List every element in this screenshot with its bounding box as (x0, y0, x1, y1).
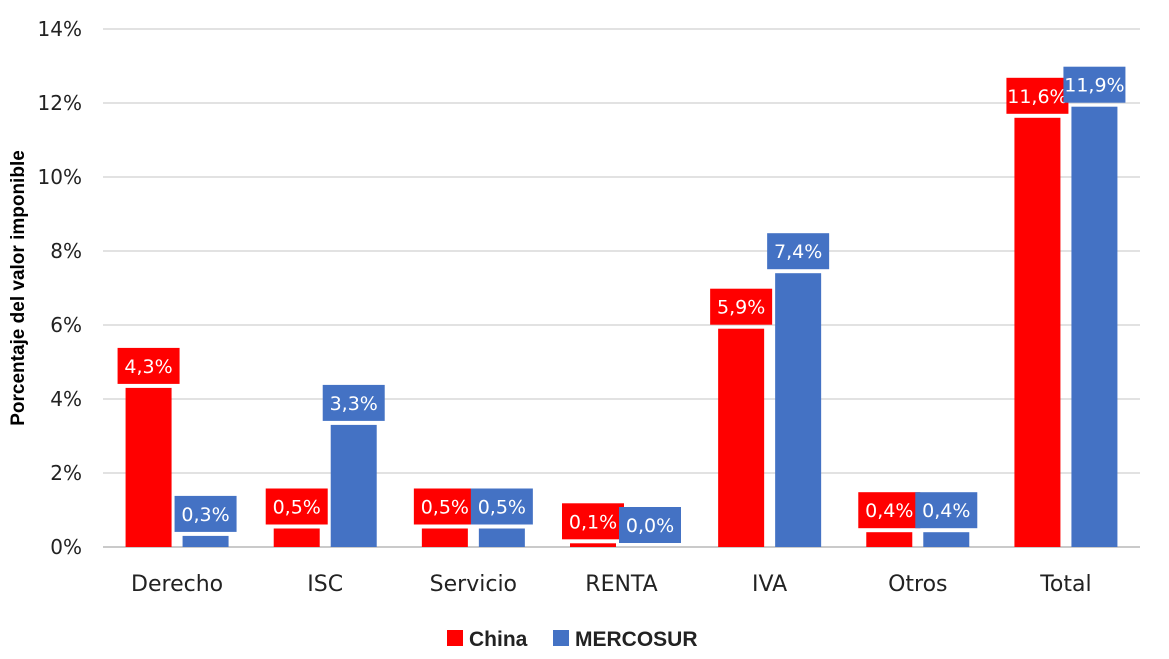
data-label: 0,0% (626, 515, 674, 537)
x-category-label: RENTA (585, 572, 657, 597)
bar-china (273, 528, 320, 547)
data-label-box (265, 488, 328, 525)
bars (125, 106, 1118, 548)
gridlines (103, 28, 1140, 548)
data-label-box (174, 495, 237, 532)
x-category-label: ISC (307, 572, 343, 597)
data-label: 0,5% (478, 497, 526, 519)
legend-swatch-china (447, 630, 463, 646)
data-label-box (470, 488, 533, 525)
x-category-label: Servicio (430, 572, 517, 597)
data-label: 0,5% (273, 497, 321, 519)
bar-mercosur (478, 528, 525, 547)
x-category-label: Otros (888, 572, 947, 597)
bar-mercosur (923, 532, 970, 547)
data-label: 0,5% (421, 497, 469, 519)
data-label-box (767, 233, 830, 270)
y-tick-label: 12% (38, 91, 82, 115)
data-label: 0,4% (865, 500, 913, 522)
x-category-label: IVA (752, 572, 787, 597)
data-labels: 4,3% 0,3% 0,5% 3,3% 0,5% 0,5% 0,1% 0,0% 5,9% 7,4%… (117, 66, 1126, 543)
data-label-box (619, 507, 681, 543)
bar-mercosur (775, 273, 822, 547)
y-tick-label: 0% (50, 535, 82, 559)
data-label: 5,9% (717, 297, 765, 319)
legend-label-china: China (469, 628, 528, 651)
data-label: 7,4% (774, 241, 822, 263)
bar-china (125, 387, 172, 547)
data-label-box (117, 347, 180, 384)
data-label: 3,3% (330, 393, 378, 415)
x-category-label: Total (1039, 572, 1091, 597)
bar-china (866, 532, 913, 547)
bar-china (570, 543, 616, 547)
bar-china (718, 328, 765, 547)
y-tick-label: 2% (50, 461, 82, 485)
legend: China MERCOSUR (447, 628, 698, 651)
data-label-box (858, 492, 921, 529)
data-label: 11,6% (1007, 86, 1067, 108)
data-label-box (710, 288, 773, 325)
data-label-box (562, 503, 624, 540)
x-axis-categories: Derecho ISC Servicio RENTA IVA Otros Total (131, 572, 1092, 597)
bar-mercosur (1071, 106, 1118, 547)
bar-china (421, 528, 468, 547)
data-label-box (915, 492, 978, 529)
data-label: 11,9% (1064, 75, 1124, 97)
data-label-box (413, 488, 476, 525)
y-tick-label: 8% (50, 239, 82, 263)
y-tick-label: 6% (50, 313, 82, 337)
data-label-box (322, 384, 385, 421)
y-tick-label: 4% (50, 387, 82, 411)
bar-mercosur (330, 424, 377, 547)
x-category-label: Derecho (131, 572, 223, 597)
y-axis-label: Porcentaje del valor imponible (8, 150, 29, 426)
bar-mercosur (182, 535, 229, 547)
y-axis-ticks: 0% 2% 4% 6% 8% 10% 12% 14% (38, 17, 82, 559)
data-label: 4,3% (124, 356, 172, 378)
data-label-box (1006, 77, 1069, 114)
data-label: 0,4% (922, 500, 970, 522)
data-label-box (1063, 66, 1126, 103)
data-label: 0,1% (569, 511, 617, 533)
legend-swatch-mercosur (553, 630, 569, 646)
bar-china (1014, 117, 1061, 548)
legend-label-mercosur: MERCOSUR (575, 628, 698, 651)
y-tick-label: 14% (38, 17, 82, 41)
data-label: 0,3% (181, 504, 229, 526)
y-tick-label: 10% (38, 165, 82, 189)
